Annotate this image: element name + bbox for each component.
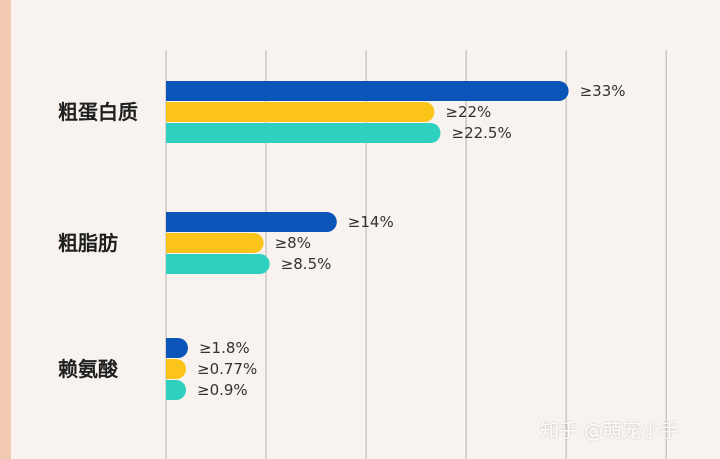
bar-left-cap xyxy=(166,380,176,400)
category-label: 粗蛋白质 xyxy=(58,100,138,124)
bar-left-cap xyxy=(166,233,176,253)
bar xyxy=(166,81,569,101)
watermark: 知乎 @萌宠小手 xyxy=(540,420,680,442)
bars-group xyxy=(166,81,569,400)
bar-left-cap xyxy=(166,102,176,122)
bar-left-cap xyxy=(166,81,176,101)
bar xyxy=(166,254,270,274)
bar xyxy=(166,123,441,143)
bar xyxy=(166,212,337,232)
bar-left-cap xyxy=(166,123,176,143)
data-label: ≥33% xyxy=(580,82,626,100)
bar xyxy=(166,102,435,122)
data-label: ≥22% xyxy=(445,103,491,121)
left-edge-strip xyxy=(0,0,11,459)
labels-group: 粗蛋白质 ≥33% ≥22% ≥22.5% 粗脂肪 ≥14% ≥8% ≥8.5% 赖氨酸 ≥1.8… xyxy=(58,82,626,399)
category-label: 赖氨酸 xyxy=(58,357,119,381)
data-label: ≥0.77% xyxy=(197,360,257,378)
bar xyxy=(166,233,264,253)
data-label: ≥1.8% xyxy=(199,339,250,357)
data-label: ≥14% xyxy=(348,213,394,231)
bar-left-cap xyxy=(166,212,176,232)
bar-left-cap xyxy=(166,338,176,358)
data-label: ≥22.5% xyxy=(452,124,512,142)
data-label: ≥0.9% xyxy=(197,381,248,399)
bar-left-cap xyxy=(166,359,176,379)
category-label: 粗脂肪 xyxy=(58,231,118,255)
data-label: ≥8% xyxy=(275,234,311,252)
bar-left-cap xyxy=(166,254,176,274)
data-label: ≥8.5% xyxy=(281,255,332,273)
